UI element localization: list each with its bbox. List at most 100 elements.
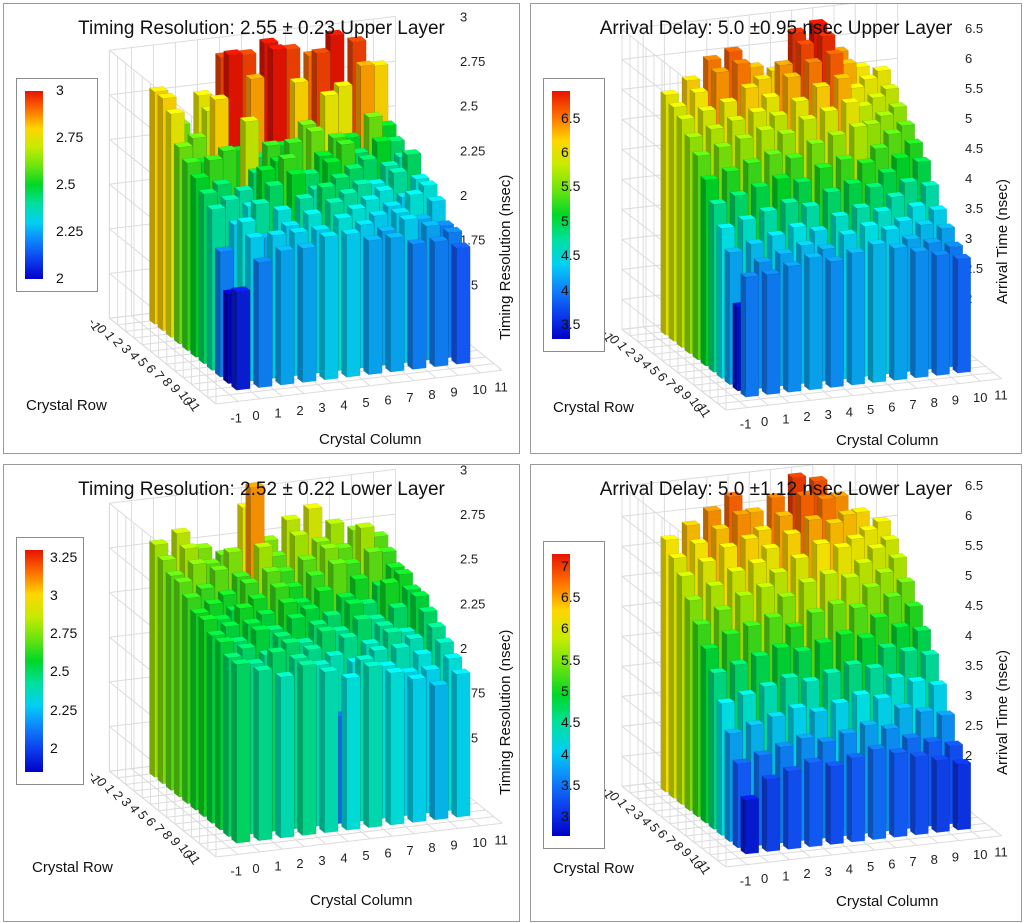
bar [318, 666, 339, 834]
colorbar-tick-label: 2.5 [50, 663, 70, 680]
bar [952, 758, 972, 831]
z-axis: 22.533.544.555.566.57 [965, 478, 983, 763]
y-tick-label: 10 [176, 388, 196, 408]
chart-title: Timing Resolution: 2.52 ± 0.22 Lower Lay… [78, 479, 445, 500]
x-tick-label: 10 [973, 390, 987, 405]
x-tick-label: 2 [803, 409, 810, 424]
colorbar-tick-label: 6 [561, 620, 569, 637]
chart-timing-lower: 1.51.7522.252.52.753-101234567891011-101… [85, 465, 508, 879]
colorbar-tick-label: 3 [561, 808, 569, 825]
x-tick-label: 9 [450, 838, 457, 853]
x-tick-label: 4 [846, 861, 853, 876]
z-tick-label: 4.5 [965, 141, 983, 156]
bar [362, 660, 383, 829]
bars [148, 481, 471, 844]
bar [761, 269, 781, 396]
x-tick-label: 0 [761, 414, 768, 429]
y-axis-label: Crystal Row [553, 860, 634, 877]
z-axis-label: Timing Resolution (nsec) [497, 174, 514, 340]
x-tick-label: 6 [888, 857, 895, 872]
bars [660, 472, 972, 855]
x-tick-label: 0 [761, 871, 768, 886]
colorbar-tick-label: 5.5 [561, 178, 581, 195]
x-axis: -1 0 1 2 3 4 5 6 7 8 9 10 11 [740, 845, 1008, 889]
x-tick-label: 1 [274, 858, 281, 873]
colorbar-tick-label: 2.5 [56, 176, 76, 192]
colorbar-tick-label: 2.75 [50, 625, 78, 642]
y-tick-label: 11 [694, 858, 714, 877]
x-tick-label: -1 [230, 864, 242, 879]
x-tick-label: 4 [340, 398, 347, 413]
bar [867, 239, 887, 384]
bar [846, 752, 866, 843]
z-tick-label: 7 [965, 4, 972, 6]
x-tick-label: 3 [825, 864, 832, 879]
z-tick-label: 3 [965, 688, 972, 703]
x-tick-label: 6 [384, 392, 391, 407]
z-tick-label: 6 [965, 51, 972, 66]
panel-timing-lower: 1.51.7522.252.52.753-101234567891011-101… [3, 464, 520, 922]
colorbar-tick-label: 5.5 [561, 651, 581, 668]
z-tick-label: 5.5 [965, 538, 983, 553]
y-tick-label: 11 [184, 395, 204, 414]
bar [362, 234, 383, 376]
z-tick-label: 6.5 [965, 21, 983, 36]
z-tick-label: 2.25 [460, 143, 485, 158]
x-tick-label: 2 [296, 403, 303, 418]
bar [782, 765, 802, 850]
bar [340, 672, 361, 831]
x-tick-label: 3 [318, 853, 325, 868]
x-tick-label: 9 [450, 385, 457, 400]
x-tick-label: 8 [428, 840, 435, 855]
bar [428, 235, 449, 368]
colorbar-tick-label: 5 [561, 682, 569, 699]
bar [384, 667, 405, 826]
colorbar-tick-label: 4.5 [561, 247, 581, 264]
x-tick-label: 10 [472, 835, 486, 850]
colorbar-tick-label: 4.5 [561, 714, 581, 731]
x-tick-label: 7 [909, 854, 916, 869]
bar [428, 679, 449, 821]
y-tick-label: 11 [184, 848, 204, 867]
colorbar [543, 78, 605, 352]
x-tick-label: 7 [909, 397, 916, 412]
panel-timing-upper: 1.51.7522.252.52.753-101234567891011-101… [3, 3, 520, 454]
colorbar-tick-label: 3 [50, 586, 58, 603]
z-axis-label: Arrival Time (nsec) [994, 649, 1011, 775]
x-tick-label: 5 [867, 402, 874, 417]
y-axis-label: Crystal Row [32, 859, 113, 876]
x-axis-label: Crystal Column [310, 892, 413, 909]
bar [782, 260, 802, 393]
y-tick-label: 11 [694, 401, 714, 420]
x-tick-label: 11 [494, 832, 508, 847]
chart-title: Arrival Delay: 5.0 ±0.95 nsec Upper Laye… [599, 18, 953, 39]
colorbar-gradient [25, 91, 43, 279]
chart-title: Arrival Delay: 5.0 ±1.12 nsec Lower Laye… [599, 479, 953, 500]
z-tick-label: 2 [460, 641, 467, 656]
x-tick-label: 8 [428, 387, 435, 402]
colorbar-tick-label: 3 [56, 82, 64, 98]
bar [740, 794, 760, 855]
bar [318, 230, 339, 381]
colorbar-tick-label: 5 [561, 212, 569, 229]
z-tick-label: 2.75 [460, 54, 485, 69]
bar [846, 247, 866, 386]
x-tick-label: 1 [782, 869, 789, 884]
bar [230, 286, 251, 391]
panel-arrival-upper: 22.533.544.555.566.57-101234567891011-10… [530, 3, 1022, 454]
x-tick-label: -1 [740, 873, 752, 888]
z-tick-label: 2.75 [460, 507, 485, 522]
z-tick-label: 4 [965, 628, 972, 643]
z-axis: 22.533.544.555.566.57 [965, 4, 983, 306]
bars [148, 29, 471, 391]
x-tick-label: 11 [994, 388, 1008, 403]
x-axis: -1 0 1 2 3 4 5 6 7 8 9 10 11 [230, 832, 508, 878]
bar [252, 664, 273, 842]
bar [406, 238, 427, 371]
x-tick-label: 7 [406, 843, 413, 858]
y-axis-label: Crystal Row [26, 397, 107, 414]
bar [909, 751, 930, 836]
bar [824, 255, 845, 389]
x-tick-label: 5 [362, 395, 369, 410]
